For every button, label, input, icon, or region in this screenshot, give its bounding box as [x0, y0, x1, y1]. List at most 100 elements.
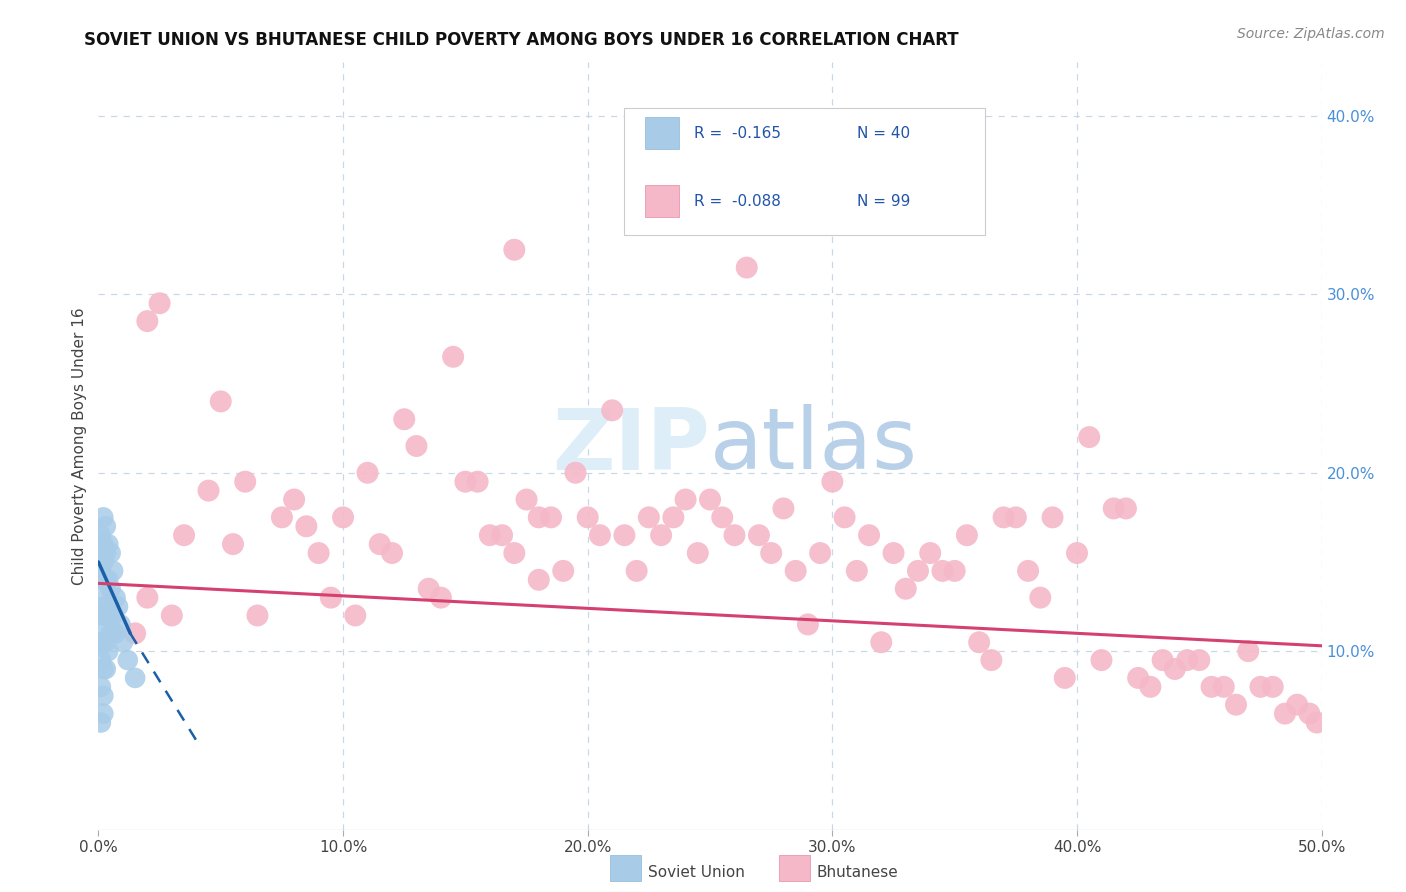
- Point: [858, 528, 880, 542]
- Text: ZIP: ZIP: [553, 404, 710, 488]
- Point: [1225, 698, 1247, 712]
- Text: SOVIET UNION VS BHUTANESE CHILD POVERTY AMONG BOYS UNDER 16 CORRELATION CHART: SOVIET UNION VS BHUTANESE CHILD POVERTY …: [84, 31, 959, 49]
- Point: [1212, 680, 1234, 694]
- Point: [100, 626, 122, 640]
- Text: Source: ZipAtlas.com: Source: ZipAtlas.com: [1237, 27, 1385, 41]
- Point: [845, 564, 868, 578]
- Text: R =  -0.165: R = -0.165: [695, 126, 782, 141]
- Point: [797, 617, 820, 632]
- Point: [943, 564, 966, 578]
- Point: [1017, 564, 1039, 578]
- Point: [356, 466, 378, 480]
- Point: [1004, 510, 1026, 524]
- Point: [503, 546, 526, 560]
- Point: [101, 608, 124, 623]
- Point: [894, 582, 917, 596]
- Point: [91, 635, 114, 649]
- Point: [111, 635, 134, 649]
- Point: [699, 492, 721, 507]
- Point: [136, 591, 159, 605]
- Point: [527, 573, 550, 587]
- Point: [723, 528, 745, 542]
- Point: [1128, 671, 1150, 685]
- Point: [1078, 430, 1101, 444]
- Point: [233, 475, 256, 489]
- Point: [94, 546, 117, 560]
- Point: [920, 546, 942, 560]
- Point: [90, 608, 112, 623]
- Point: [392, 412, 416, 426]
- Point: [454, 475, 477, 489]
- Point: [711, 510, 734, 524]
- Point: [735, 260, 758, 275]
- Point: [980, 653, 1002, 667]
- Point: [97, 644, 120, 658]
- Point: [1053, 671, 1076, 685]
- Point: [90, 680, 112, 694]
- Point: [136, 314, 159, 328]
- Point: [209, 394, 232, 409]
- Point: [91, 662, 114, 676]
- Point: [149, 296, 172, 310]
- Point: [1201, 680, 1223, 694]
- Point: [772, 501, 794, 516]
- Point: [540, 510, 562, 524]
- Point: [91, 510, 114, 524]
- Point: [91, 537, 114, 551]
- Point: [1042, 510, 1064, 524]
- Point: [650, 528, 672, 542]
- Point: [1164, 662, 1187, 676]
- Point: [381, 546, 404, 560]
- Point: [478, 528, 501, 542]
- Point: [97, 573, 120, 587]
- Point: [785, 564, 807, 578]
- Point: [600, 403, 623, 417]
- Point: [91, 706, 114, 721]
- Point: [553, 564, 575, 578]
- Text: N = 40: N = 40: [856, 126, 910, 141]
- Point: [90, 635, 112, 649]
- Point: [91, 555, 114, 569]
- Point: [97, 537, 120, 551]
- Point: [1298, 706, 1320, 721]
- Point: [1188, 653, 1211, 667]
- Point: [97, 608, 120, 623]
- Point: [91, 599, 114, 614]
- Point: [834, 510, 856, 524]
- Point: [1249, 680, 1271, 694]
- Point: [1102, 501, 1125, 516]
- Text: Soviet Union: Soviet Union: [648, 865, 745, 880]
- Point: [117, 653, 139, 667]
- Point: [761, 546, 783, 560]
- Point: [576, 510, 599, 524]
- Point: [821, 475, 844, 489]
- Point: [748, 528, 770, 542]
- Point: [1306, 715, 1329, 730]
- Point: [1066, 546, 1088, 560]
- Point: [527, 510, 550, 524]
- Point: [1237, 644, 1260, 658]
- Point: [1029, 591, 1052, 605]
- Point: [90, 591, 112, 605]
- Point: [993, 510, 1015, 524]
- Point: [1261, 680, 1284, 694]
- Point: [686, 546, 709, 560]
- Point: [1115, 501, 1137, 516]
- Point: [91, 573, 114, 587]
- Point: [564, 466, 586, 480]
- Point: [197, 483, 219, 498]
- Point: [1152, 653, 1174, 667]
- Point: [94, 519, 117, 533]
- Point: [222, 537, 245, 551]
- Point: [368, 537, 391, 551]
- Point: [124, 671, 146, 685]
- Point: [94, 573, 117, 587]
- Point: [613, 528, 636, 542]
- Point: [626, 564, 648, 578]
- Point: [1175, 653, 1198, 667]
- Point: [160, 608, 183, 623]
- FancyBboxPatch shape: [645, 117, 679, 149]
- Point: [295, 519, 318, 533]
- Point: [173, 528, 195, 542]
- Point: [107, 599, 129, 614]
